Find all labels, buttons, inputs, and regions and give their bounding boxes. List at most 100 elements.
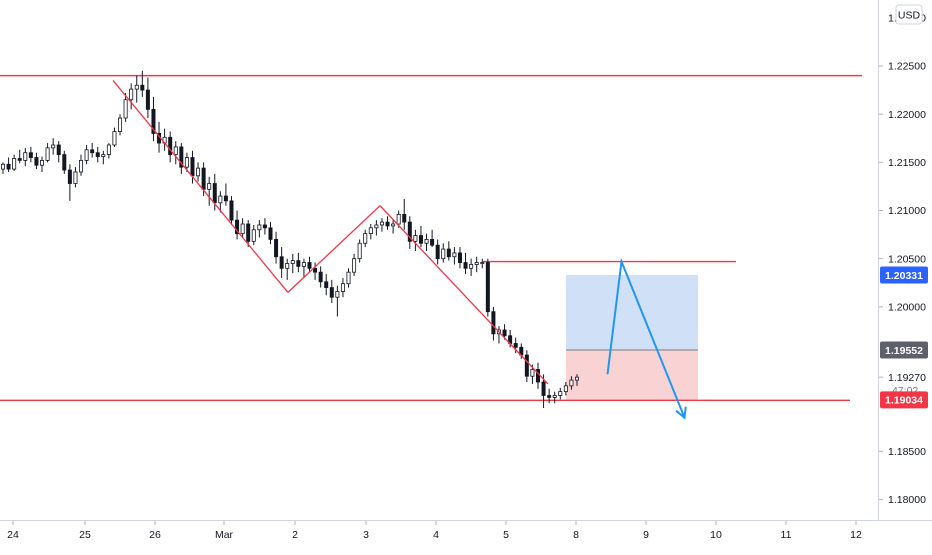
- candle-body: [229, 200, 234, 221]
- candle-body: [262, 224, 267, 229]
- candle-body: [67, 169, 72, 184]
- candle: [474, 256, 479, 273]
- arrow-head[interactable]: [675, 406, 687, 420]
- candle: [118, 114, 123, 136]
- x-tick-label: 2: [292, 529, 298, 541]
- candle: [246, 220, 251, 248]
- position-tool[interactable]: [566, 274, 698, 400]
- y-tick-label: 1.18500: [888, 446, 926, 458]
- trend-lines[interactable]: [112, 80, 549, 385]
- candle: [51, 138, 56, 155]
- candle: [6, 157, 11, 172]
- candle-body: [313, 267, 318, 273]
- candle-body: [569, 379, 574, 387]
- candle-body: [547, 395, 552, 398]
- stop-zone[interactable]: [566, 350, 698, 400]
- candle-body: [430, 239, 435, 246]
- candle: [547, 388, 552, 404]
- currency-label: USD: [898, 10, 921, 22]
- candle: [106, 143, 111, 159]
- price-badge-value: 1.19552: [885, 345, 923, 357]
- candle: [469, 258, 474, 277]
- candle-body: [513, 343, 518, 348]
- price-badge-bg: [880, 341, 928, 359]
- candle: [391, 220, 396, 234]
- candle: [67, 164, 72, 201]
- candle: [56, 141, 61, 163]
- arrow-path[interactable]: [606, 257, 686, 419]
- candle: [301, 258, 306, 278]
- candle-body: [90, 149, 95, 154]
- x-tick-label: 11: [781, 529, 792, 541]
- candle: [569, 376, 574, 390]
- candle-body: [62, 154, 67, 171]
- x-tick-label: 26: [149, 529, 161, 541]
- candle: [285, 258, 290, 280]
- candle-body: [6, 163, 11, 170]
- candle: [407, 216, 412, 250]
- candle-body: [340, 283, 345, 292]
- candle-body: [575, 376, 580, 381]
- candle: [491, 306, 496, 341]
- candle: [134, 75, 139, 103]
- candle: [101, 150, 106, 165]
- candle: [418, 225, 423, 248]
- trend-line[interactable]: [379, 205, 549, 385]
- candle: [307, 256, 312, 273]
- candle: [173, 141, 178, 165]
- candle: [123, 92, 128, 122]
- candle-body: [352, 258, 357, 273]
- candle: [262, 218, 267, 235]
- candle: [151, 96, 156, 142]
- candle-body: [374, 224, 379, 229]
- candle: [28, 146, 33, 163]
- candle-body: [296, 260, 301, 267]
- x-tick-label: 10: [710, 529, 722, 541]
- candle: [329, 279, 334, 304]
- price-badge: 1.20331: [880, 266, 928, 284]
- candle-body: [480, 262, 485, 264]
- currency-button[interactable]: USD: [895, 4, 923, 25]
- candle: [279, 247, 284, 278]
- x-tick-label: 4: [433, 529, 439, 541]
- candle-body: [318, 271, 323, 283]
- candle: [79, 154, 84, 176]
- live-price-label: 1.19270: [888, 372, 926, 384]
- candle: [12, 154, 17, 172]
- candle-body: [101, 154, 106, 157]
- horizontal-levels[interactable]: [0, 74, 862, 402]
- time-axis[interactable]: 24 25 26 Mar 2 3 4 5 8 9 10 11 12: [7, 521, 862, 541]
- candle: [340, 277, 345, 298]
- candle: [402, 198, 407, 230]
- candle: [23, 147, 28, 167]
- candle-body: [51, 144, 56, 149]
- candle-body: [218, 195, 223, 204]
- candle: [563, 382, 568, 396]
- candle: [313, 262, 318, 280]
- candle-body: [184, 157, 189, 168]
- candle-body: [179, 146, 184, 168]
- candle-body: [168, 136, 173, 156]
- trend-line[interactable]: [287, 205, 381, 293]
- projection-arrow[interactable]: [606, 257, 687, 420]
- candle-body: [335, 291, 340, 298]
- candle: [335, 285, 340, 317]
- candle-body: [290, 260, 295, 264]
- trend-line[interactable]: [112, 80, 289, 293]
- candle-body: [474, 262, 479, 265]
- x-tick-label: 12: [850, 529, 862, 541]
- price-badge: 1.19552: [880, 341, 928, 359]
- candle-body: [151, 108, 156, 134]
- candle-body: [279, 256, 284, 269]
- candle: [318, 266, 323, 288]
- candle: [346, 268, 351, 288]
- candle-body: [396, 213, 401, 225]
- candle: [240, 218, 245, 238]
- candle: [229, 196, 234, 225]
- candle-body: [452, 252, 457, 258]
- candle: [558, 387, 563, 400]
- price-labels: 1.20331 1.19552 1.19034: [880, 266, 928, 409]
- candle-body: [385, 221, 390, 227]
